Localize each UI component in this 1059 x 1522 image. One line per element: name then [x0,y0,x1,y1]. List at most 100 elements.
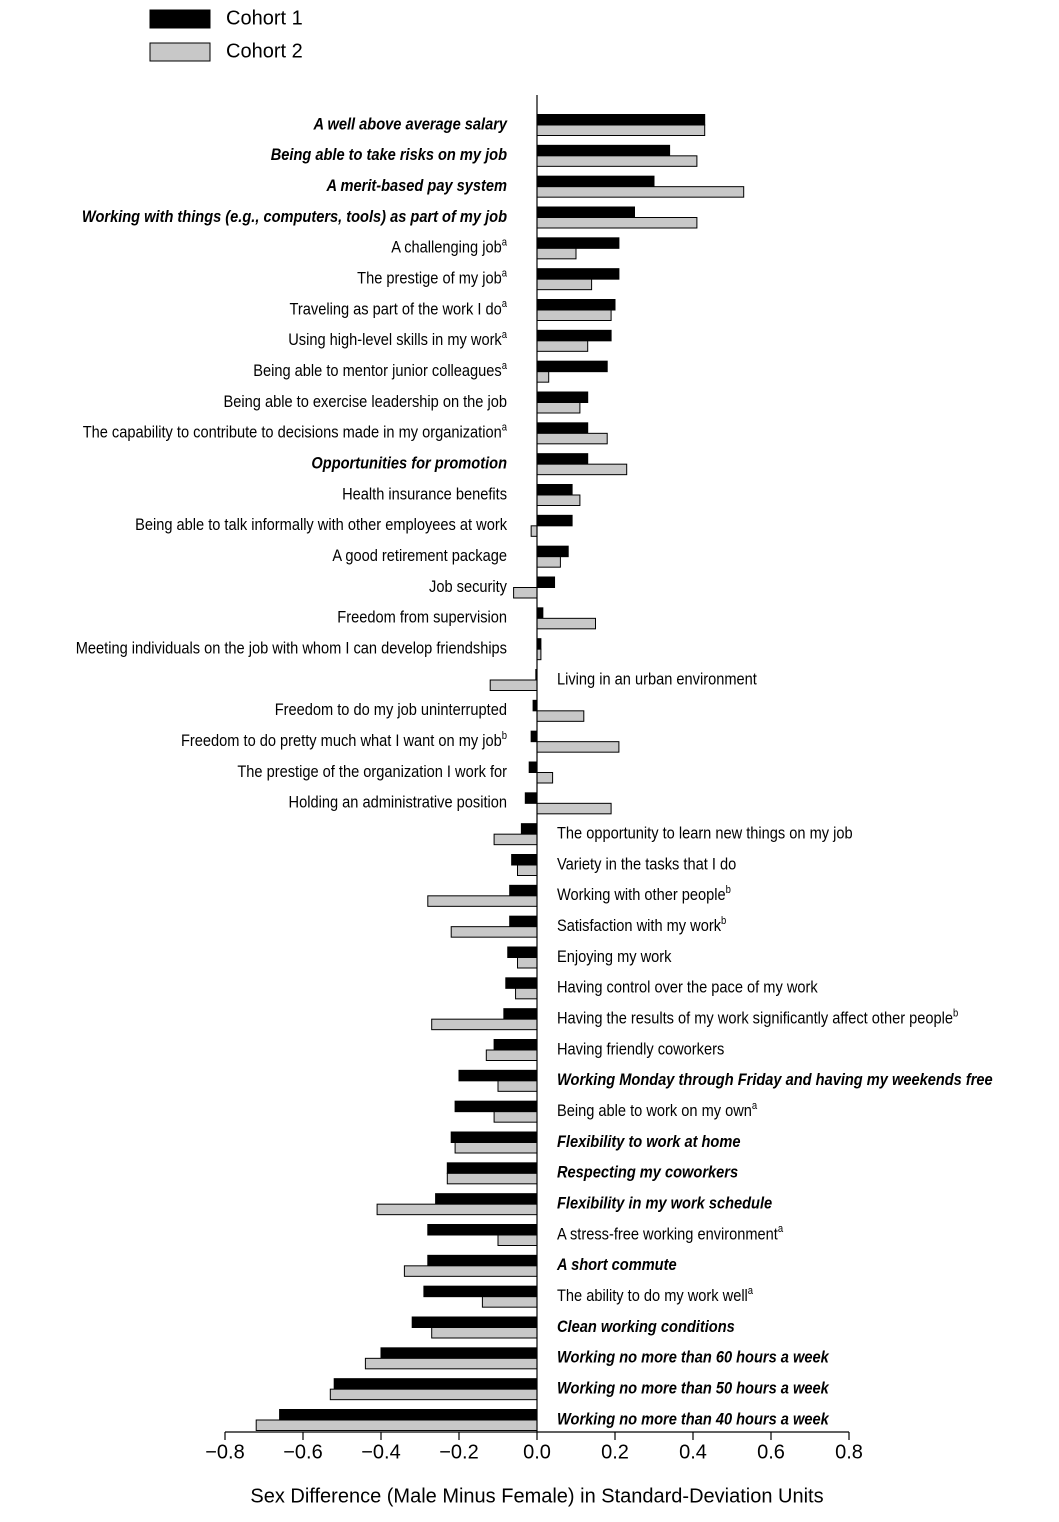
bar [364,1357,538,1370]
bar [536,329,612,342]
category-note: b [721,915,727,927]
bar [493,833,538,846]
bar [481,1296,538,1308]
category-note: a [502,237,508,249]
category-text: Enjoying my work [557,948,672,966]
x-tick-label: −0.8 [205,1441,244,1463]
category-text: Freedom from supervision [337,609,507,627]
category-label: The opportunity to learn new things on m… [557,825,853,843]
bar [517,957,538,969]
bar [536,422,589,434]
bar [446,1172,538,1185]
category-note: b [726,884,732,896]
category-label: Freedom to do my job uninterrupted [275,701,507,719]
category-text: Being able to work on my own [557,1102,752,1120]
bar [536,237,620,249]
bar [489,679,538,691]
bar [536,175,655,188]
category-text: Working no more than 40 hours a week [557,1411,830,1429]
bar [536,186,745,198]
category-text: The prestige of my job [357,270,502,288]
x-tick-label: −0.4 [361,1441,400,1463]
category-text: Satisfaction with my work [557,917,721,935]
category-label: Being able to exercise leadership on the… [224,393,508,411]
bar [536,278,593,291]
category-text: Working no more than 50 hours a week [557,1380,830,1398]
bar [329,1388,538,1401]
category-label: Freedom from supervision [337,609,507,627]
category-label: Having friendly coworkers [557,1041,724,1059]
bar [536,114,706,126]
category-text: Having control over the pace of my work [557,979,818,997]
category-label: Meeting individuals on the job with whom… [76,640,507,658]
category-text: Respecting my coworkers [557,1164,738,1182]
bar [427,895,538,907]
category-note: a [752,1100,758,1112]
category-text: Using high-level skills in my work [288,331,502,349]
category-label: Being able to work on my owna [557,1100,757,1120]
bar [333,1378,538,1390]
bar [536,453,589,465]
bar [376,1203,538,1216]
bar [454,1100,538,1113]
x-tick-label: 0.8 [835,1441,863,1463]
category-text: Having the results of my work significan… [557,1010,953,1028]
category-label: Being able to talk informally with other… [135,516,507,534]
bar [536,268,620,280]
bar [536,144,671,157]
bar [536,741,620,753]
category-label: The prestige of the organization I work … [237,763,507,781]
category-text: Being able to mentor junior colleagues [253,362,502,380]
category-note: a [502,267,508,279]
bar [536,556,561,568]
category-note: a [748,1285,754,1297]
bar [450,1131,538,1143]
bar [536,299,616,311]
category-text: The capability to contribute to decision… [83,424,502,442]
category-label: Working with things (e.g., computers, to… [82,208,507,226]
bar [536,340,589,352]
category-label: Satisfaction with my workb [557,915,727,935]
bar [446,1162,538,1174]
bar [530,525,538,537]
legend-label: Cohort 2 [226,40,303,62]
bar [517,864,538,876]
bar [515,987,538,1000]
category-text: Living in an urban environment [557,671,757,689]
category-label: Working Monday through Friday and having… [557,1071,993,1089]
bar [497,1080,538,1092]
bar [454,1142,538,1154]
category-label: Variety in the tasks that I do [557,856,736,874]
bar [530,730,538,743]
bar [279,1409,538,1421]
legend-swatch [149,9,211,29]
bar [255,1419,538,1431]
bar [503,1008,538,1020]
category-label: Being able to take risks on my job [271,146,508,164]
bar [403,1265,538,1277]
category-text: Job security [429,578,507,596]
bar [536,772,554,784]
category-text: Being able to exercise leadership on the… [224,393,508,411]
category-text: The prestige of the organization I work … [237,763,507,781]
category-text: Freedom to do pretty much what I want on… [181,732,502,750]
category-label: A short commute [556,1256,677,1274]
x-tick-label: 0.4 [679,1441,707,1463]
category-label: Holding an administrative position [289,794,507,812]
bar [536,206,635,218]
bar [536,371,550,383]
category-text: Flexibility to work at home [557,1133,741,1151]
category-label: Opportunities for promotion [311,455,507,473]
category-label: A merit-based pay system [326,177,507,195]
bar [536,309,612,321]
category-text: Clean working conditions [557,1318,735,1336]
category-text: A good retirement package [332,547,507,565]
category-label: Working no more than 40 hours a week [557,1411,830,1429]
category-note: a [502,422,508,434]
category-text: Working no more than 60 hours a week [557,1349,830,1367]
category-label: Health insurance benefits [342,486,507,504]
bar [431,1327,538,1339]
bar [536,484,573,496]
bar [435,1193,538,1205]
